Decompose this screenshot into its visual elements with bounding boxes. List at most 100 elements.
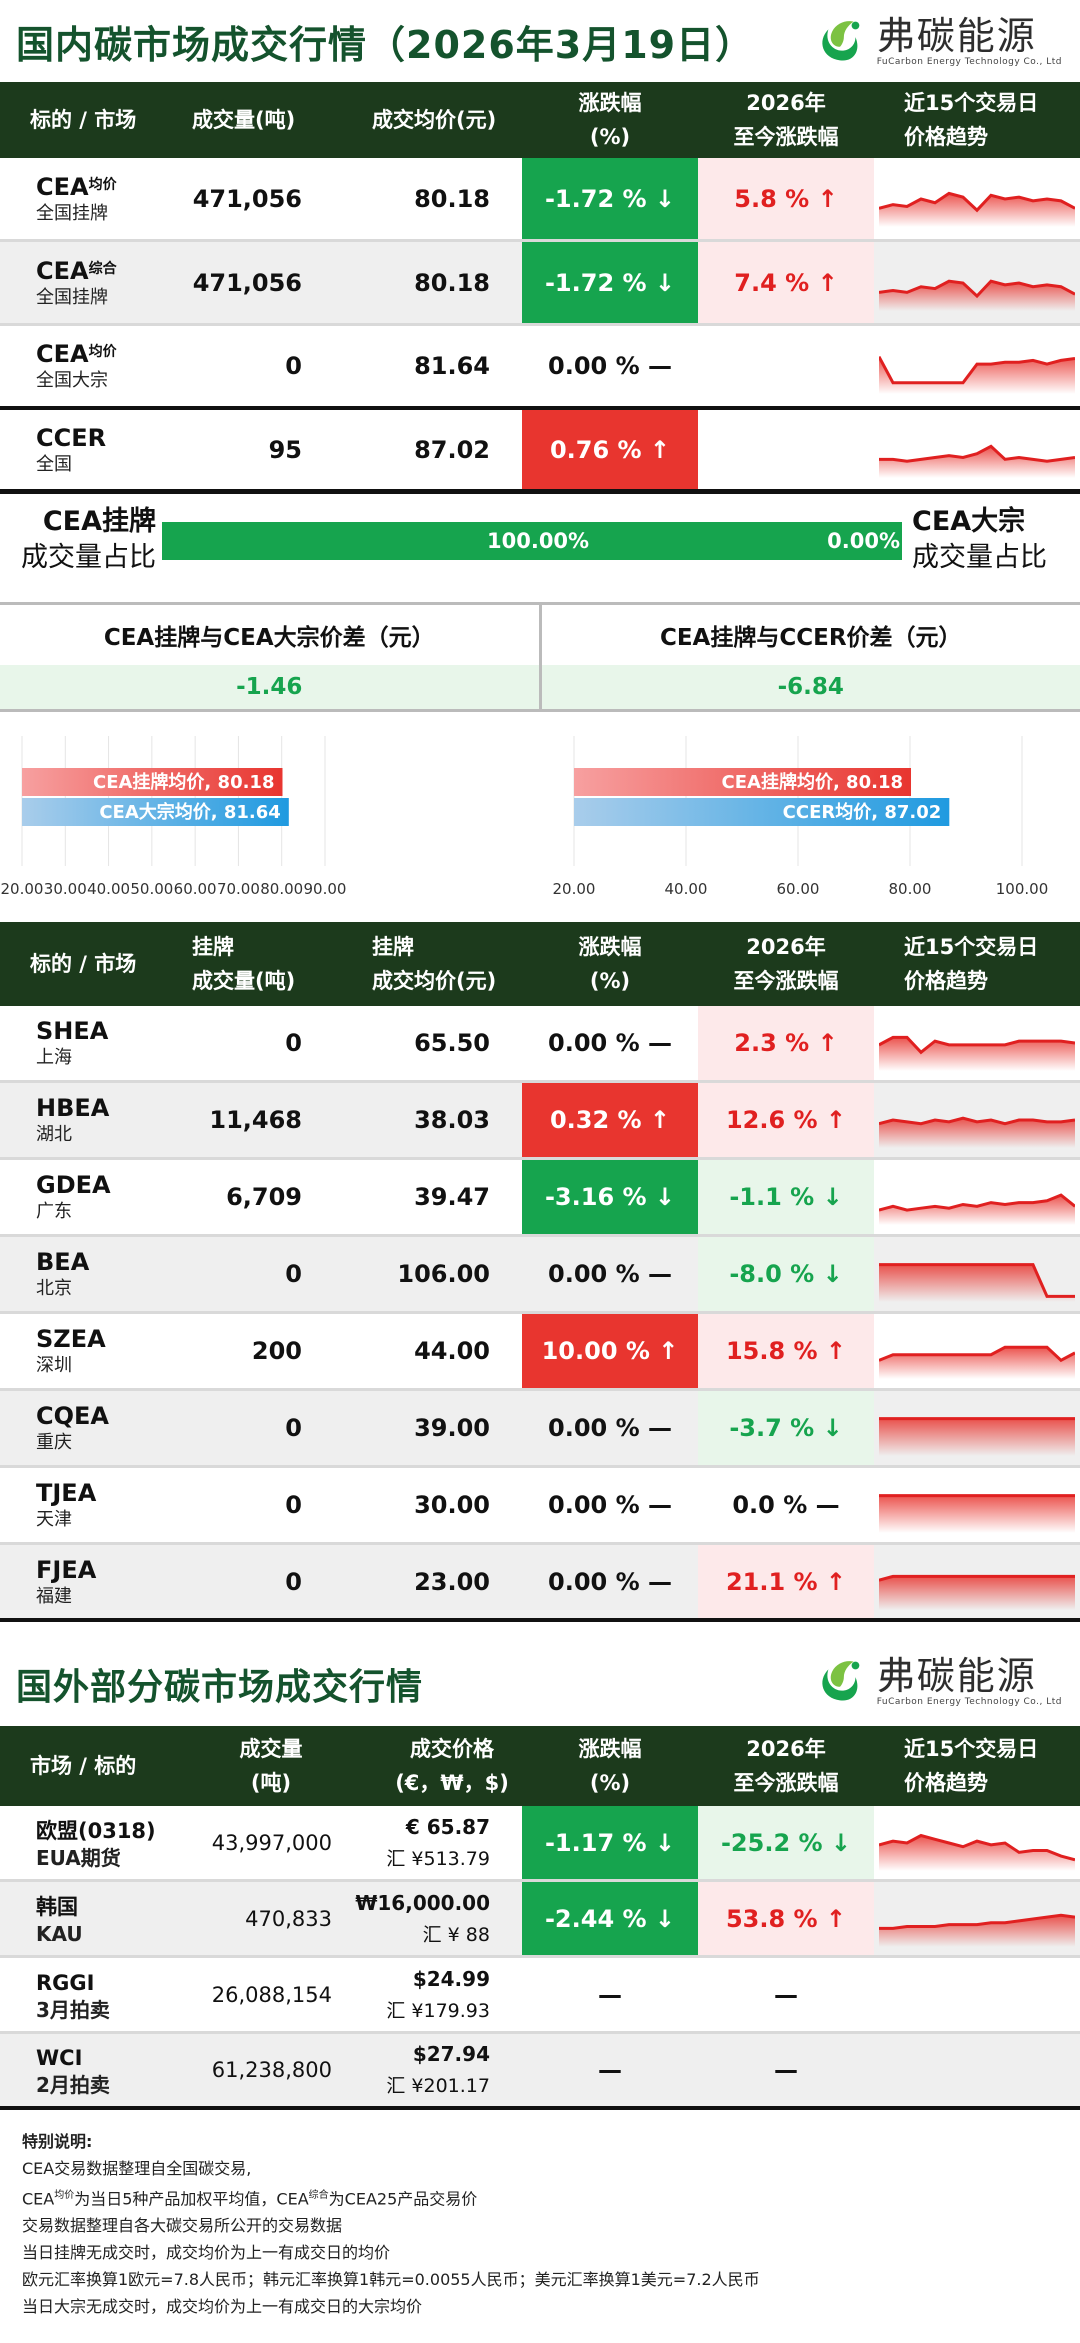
- row-name: HBEA: [36, 1094, 110, 1122]
- chart-bar: [22, 798, 289, 826]
- price-trend-sparkline: [879, 1263, 1075, 1302]
- row-volume: 0: [285, 1491, 302, 1519]
- row-market: 2月拍卖: [36, 2073, 110, 2097]
- col-header-ytd-year: 2026年: [746, 91, 826, 115]
- regional-row: CQEA 重庆 0 39.00 0.00 % — -3.7 % ↓: [0, 1391, 1080, 1468]
- row-fx-price: 汇 ¥179.93: [386, 1999, 490, 2022]
- row-name: CEA均价: [36, 340, 117, 368]
- row-name: FJEA: [36, 1555, 97, 1584]
- note-line: 当日大宗无成交时，成交均价为上一有成交日的大宗均价: [22, 2297, 423, 2317]
- row-name: CCER: [36, 423, 107, 452]
- sparkline-line: [879, 1833, 1075, 1861]
- row-ytd: —: [774, 1980, 798, 2009]
- ccer-price-bar-chart: 20.00 40.00 60.00 80.00 100.00 CEA挂牌均价, 80.18…: [553, 736, 1048, 898]
- row-volume: 95: [268, 435, 302, 464]
- price-trend-sparkline: [879, 355, 1075, 394]
- chart-tick-label: 70.00: [217, 880, 260, 898]
- logo-english: FuCarbon Energy Technology Co., Ltd: [876, 57, 1062, 67]
- regional-row: HBEA 湖北 11,468 38.03 0.32 % ↑ 12.6 % ↑: [0, 1083, 1080, 1160]
- company-logo: 弗碳能源 FuCarbon Energy Technology Co., Ltd: [811, 1652, 1062, 1710]
- row-change: 0.00 % —: [548, 352, 672, 380]
- chart-tick-label: 40.00: [665, 880, 708, 898]
- col-header-price: 成交价格: [410, 1737, 494, 1761]
- share-right-sub: 成交量占比: [912, 542, 1047, 573]
- price-trend-sparkline: [879, 1116, 1075, 1148]
- sparkline-line: [879, 443, 1075, 463]
- regional-row: BEA 北京 0 106.00 0.00 % — -8.0 % ↓: [0, 1237, 1080, 1314]
- sparkline-area: [879, 1495, 1075, 1533]
- row-volume: 0: [285, 1567, 302, 1596]
- chart-tick-label: 60.00: [174, 880, 217, 898]
- row-name: CQEA: [36, 1402, 109, 1430]
- price-trend-sparkline: [879, 1574, 1075, 1610]
- row-volume: 6,709: [226, 1183, 302, 1211]
- price-diff-section: CEA挂牌与CEA大宗价差（元） -1.46 CEA挂牌与CCER价差（元） -…: [0, 602, 1080, 712]
- row-volume: 471,056: [192, 184, 302, 213]
- col-header-price: 成交均价(元): [372, 969, 497, 993]
- row-market: 全国挂牌: [36, 286, 108, 308]
- price-trend-sparkline: [879, 1967, 1075, 2023]
- sparkline-area: [879, 1418, 1075, 1456]
- share-right-pct: 0.00%: [827, 529, 900, 553]
- foreign-row: 韩国 KAU 470,833 ₩16,000.00 汇 ¥ 88 -2.44 % ↓ 53.…: [0, 1882, 1080, 1958]
- col-header-market: 市场 / 标的: [30, 1754, 137, 1778]
- row-price: 106.00: [397, 1260, 490, 1288]
- share-right-title: CEA大宗: [912, 506, 1026, 537]
- col-header-change-unit: (%): [589, 125, 631, 149]
- foreign-title: 国外部分碳市场成交行情: [16, 1667, 424, 1708]
- row-fx-price: 汇 ¥201.17: [386, 2075, 490, 2097]
- row-price: 39.47: [414, 1183, 490, 1211]
- sparkline-area: [879, 1575, 1075, 1610]
- sparkline-area: [879, 1037, 1075, 1071]
- chart-bar: [22, 768, 283, 796]
- chart-tick-label: 20.00: [1, 880, 44, 898]
- row-name: BEA: [36, 1248, 90, 1276]
- regional-row: TJEA 天津 0 30.00 0.00 % — 0.0 % —: [0, 1468, 1080, 1545]
- notes-title: 特别说明:: [22, 2132, 93, 2151]
- logo-english: FuCarbon Energy Technology Co., Ltd: [876, 1697, 1062, 1707]
- chart-bar-label: CEA挂牌均价, 80.18: [93, 771, 274, 793]
- domestic-row: CEA均价 全国大宗 0 81.64 0.00 % —: [0, 326, 1080, 410]
- row-volume: 43,997,000: [211, 1830, 332, 1855]
- row-name: WCI: [36, 2046, 83, 2070]
- row-price-block: $27.94 汇 ¥201.17: [342, 2038, 522, 2102]
- col-header-trend: 近15个交易日: [904, 935, 1039, 959]
- regional-table-body: SHEA 上海 0 65.50 0.00 % — 2.3 % ↑ HBEA 湖北 11,468 3…: [0, 1006, 1080, 1622]
- col-header-ytd-year: 2026年: [746, 1737, 826, 1761]
- row-ytd: [698, 410, 874, 489]
- row-market: 深圳: [36, 1355, 72, 1376]
- row-price: 39.00: [414, 1414, 490, 1442]
- logo-text: 弗碳能源: [876, 1654, 1037, 1698]
- row-price: 81.64: [414, 352, 490, 380]
- row-name: CEA均价: [36, 172, 117, 201]
- row-name: TJEA: [36, 1479, 97, 1507]
- foreign-title-bar: 国外部分碳市场成交行情 弗碳能源 FuCarbon Energy Technol…: [0, 1622, 1080, 1726]
- bulk-price-bar-chart: 20.00 30.00 40.00 50.00 60.00 70.00 80.00 90.00…: [1, 736, 346, 898]
- price-trend-sparkline: [879, 1833, 1075, 1871]
- row-change: 0.00 % —: [548, 1029, 672, 1057]
- sparkline-area: [879, 1347, 1075, 1379]
- row-name: 韩国: [36, 1894, 78, 1919]
- row-change: -2.44 % ↓: [522, 1882, 698, 1955]
- row-change: 0.00 % —: [548, 1414, 672, 1442]
- col-header-trend-sub: 价格趋势: [904, 1771, 988, 1795]
- row-volume: 470,833: [245, 1906, 332, 1931]
- chart-tick-label: 80.00: [889, 880, 932, 898]
- sparkline-line: [879, 1263, 1075, 1298]
- price-compare-charts: 20.00 30.00 40.00 50.00 60.00 70.00 80.00 90.00…: [0, 712, 1080, 922]
- foreign-row: RGGI 3月拍卖 26,088,154 $24.99 汇 ¥179.93 — —: [0, 1958, 1080, 2034]
- diff-title-ccer: CEA挂牌与CCER价差（元）: [659, 625, 962, 651]
- col-header-target: 标的 / 市场: [30, 952, 137, 976]
- row-ytd: 0.0 % —: [732, 1491, 840, 1519]
- col-header-ytd: 至今涨跌幅: [733, 125, 839, 149]
- row-fx-price: 汇 ¥ 88: [422, 1923, 490, 1946]
- row-market: 福建: [36, 1585, 72, 1607]
- row-ytd: 2.3 % ↑: [698, 1006, 874, 1080]
- price-trend-sparkline: [879, 443, 1075, 478]
- col-header-trend: 近15个交易日: [904, 1737, 1039, 1761]
- diff-value-ccer: -6.84: [541, 665, 1080, 709]
- note-line: CEA交易数据整理自全国碳交易,: [22, 2159, 252, 2178]
- share-bar-fill: [162, 522, 902, 560]
- row-price: 23.00: [414, 1567, 490, 1596]
- row-ytd: -3.7 % ↓: [698, 1391, 874, 1465]
